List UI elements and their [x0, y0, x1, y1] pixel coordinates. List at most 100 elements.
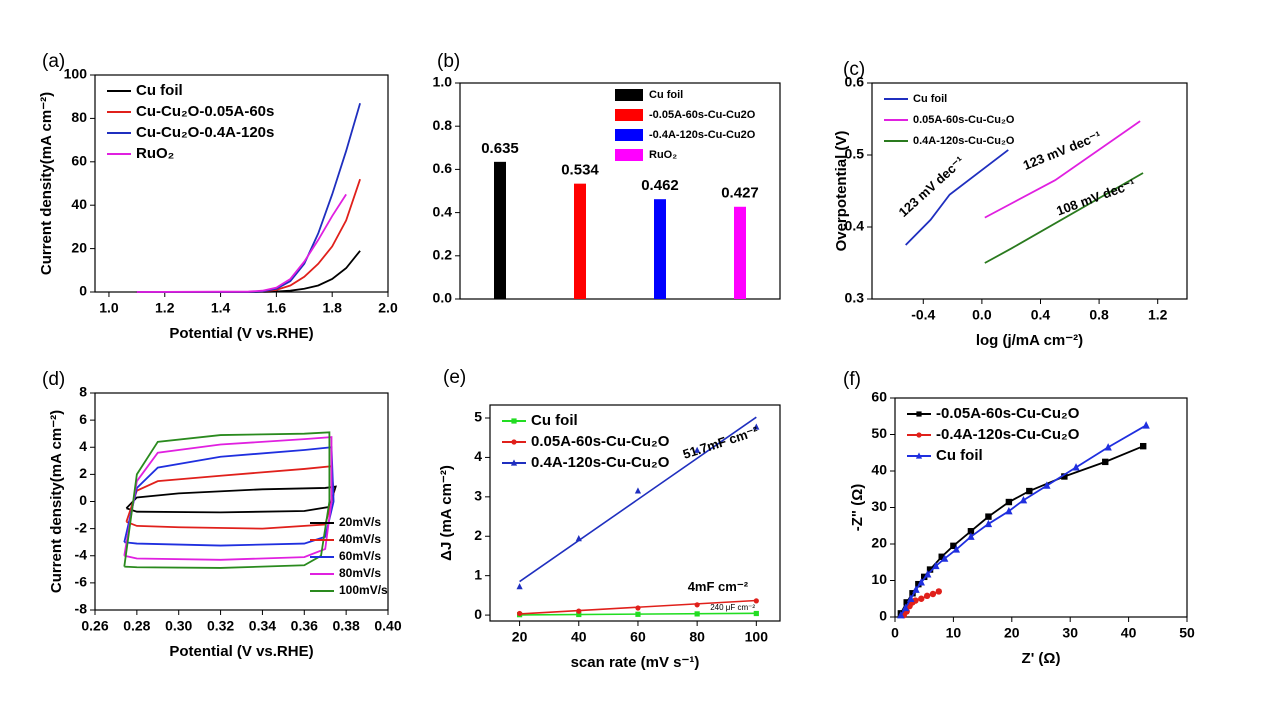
x-tick-label: 0.38: [333, 618, 360, 634]
y-tick-label: 100: [64, 66, 88, 82]
y-tick-label: 8: [79, 384, 87, 400]
panel-label: (f): [843, 369, 861, 390]
point: [1026, 487, 1033, 495]
y-tick-label: 5: [474, 409, 482, 425]
annotation: 240 μF cm⁻²: [710, 603, 755, 612]
legend-label: -0.4A-120s-Cu-Cu₂O: [936, 426, 1080, 443]
value-label: 0.462: [641, 177, 679, 194]
point: [576, 611, 582, 618]
panel-label: (b): [437, 51, 460, 72]
series-line: [123, 446, 335, 547]
point: [967, 528, 975, 535]
point: [912, 597, 919, 604]
y-tick-label: 2: [474, 527, 482, 543]
point: [1104, 443, 1112, 451]
annotation: 123 mV dec⁻¹: [1021, 128, 1103, 173]
y-tick-label: 50: [871, 425, 887, 441]
x-tick-label: 40: [571, 629, 587, 645]
series-line: [136, 178, 361, 293]
legend-swatch: [615, 89, 643, 101]
point: [935, 588, 942, 595]
x-tick-label: 10: [946, 625, 962, 641]
x-tick-label: 20: [512, 629, 528, 645]
x-tick-label: 1.2: [1148, 307, 1168, 323]
legend-swatch: [615, 149, 643, 161]
legend-label: -0.05A-60s-Cu-Cu₂O: [936, 405, 1080, 422]
x-axis-title: Potential (V vs.RHE): [169, 325, 313, 342]
value-label: 0.427: [721, 185, 759, 202]
annotation: 4mF cm⁻²: [688, 579, 749, 594]
panel-label: (a): [42, 51, 65, 72]
plot-frame: [489, 404, 781, 622]
point: [923, 592, 931, 600]
legend-label: Cu foil: [913, 93, 947, 105]
point: [1005, 506, 1013, 515]
legend-swatch: [615, 109, 643, 121]
legend-label: Cu-Cu₂O-0.05A-60s: [136, 103, 274, 120]
y-tick-label: 0: [79, 283, 87, 299]
legend-label: RuO₂: [136, 145, 174, 162]
y-tick-label: 0.2: [433, 247, 453, 263]
y-tick-label: -8: [75, 601, 88, 617]
x-tick-label: 50: [1179, 625, 1195, 641]
point: [1005, 498, 1013, 506]
point: [921, 573, 928, 581]
x-tick-label: 0.4: [1031, 307, 1051, 323]
point: [952, 545, 961, 553]
point: [985, 513, 992, 520]
legend-label: 0.05A-60s-Cu-Cu₂O: [531, 433, 670, 450]
series-line: [123, 436, 333, 561]
point: [917, 578, 925, 586]
panel-label: (c): [843, 59, 865, 80]
series-line: [984, 172, 1144, 264]
point: [635, 605, 641, 611]
bar: [654, 199, 666, 299]
x-tick-label: 80: [689, 629, 705, 645]
legend-marker: [916, 411, 922, 417]
y-tick-label: 0.0: [433, 290, 453, 306]
y-axis-title: Current density(mA cm⁻²): [48, 410, 65, 593]
legend-label: 0.4A-120s-Cu-Cu₂O: [913, 135, 1015, 147]
point: [634, 487, 642, 494]
fit-line: [519, 416, 757, 583]
point: [1140, 442, 1147, 450]
series-line: [136, 193, 347, 293]
series-line: [136, 250, 361, 293]
y-tick-label: 60: [871, 389, 887, 405]
legend-label: Cu-Cu₂O-0.4A-120s: [136, 124, 274, 141]
y-axis-title: ΔJ (mA cm⁻²): [438, 465, 455, 561]
x-tick-label: 60: [630, 629, 646, 645]
point: [635, 611, 641, 617]
point: [516, 583, 523, 590]
y-tick-label: 1: [474, 566, 482, 582]
point: [1142, 421, 1150, 429]
series-line: [125, 465, 335, 530]
point: [753, 610, 759, 617]
point: [901, 603, 910, 612]
x-tick-label: 0.8: [1089, 307, 1109, 323]
legend-label: -0.4A-120s-Cu-Cu2O: [649, 129, 756, 141]
x-tick-label: 0.30: [165, 618, 192, 634]
y-axis-title: Overpotential (V): [833, 131, 850, 252]
y-tick-label: 0.8: [433, 117, 453, 133]
point: [903, 599, 910, 606]
y-tick-label: -4: [75, 546, 88, 562]
series-line: [125, 485, 337, 514]
point: [918, 595, 925, 602]
point: [1061, 473, 1068, 480]
legend-label: 0.4A-120s-Cu-Cu₂O: [531, 454, 670, 471]
y-tick-label: -2: [75, 519, 88, 535]
panel-label: (d): [42, 369, 65, 390]
series-line: [984, 120, 1141, 219]
y-tick-label: 40: [871, 462, 887, 478]
point: [924, 570, 932, 578]
y-tick-label: 6: [79, 411, 87, 427]
annotation: 108 mV dec⁻¹: [1054, 176, 1137, 218]
y-axis-title: Current density(mA cm⁻²): [38, 92, 55, 275]
legend-marker: [511, 439, 517, 445]
legend-marker: [510, 459, 518, 466]
point: [576, 608, 582, 614]
legend-label: 20mV/s: [339, 515, 381, 529]
y-tick-label: 80: [71, 109, 87, 125]
